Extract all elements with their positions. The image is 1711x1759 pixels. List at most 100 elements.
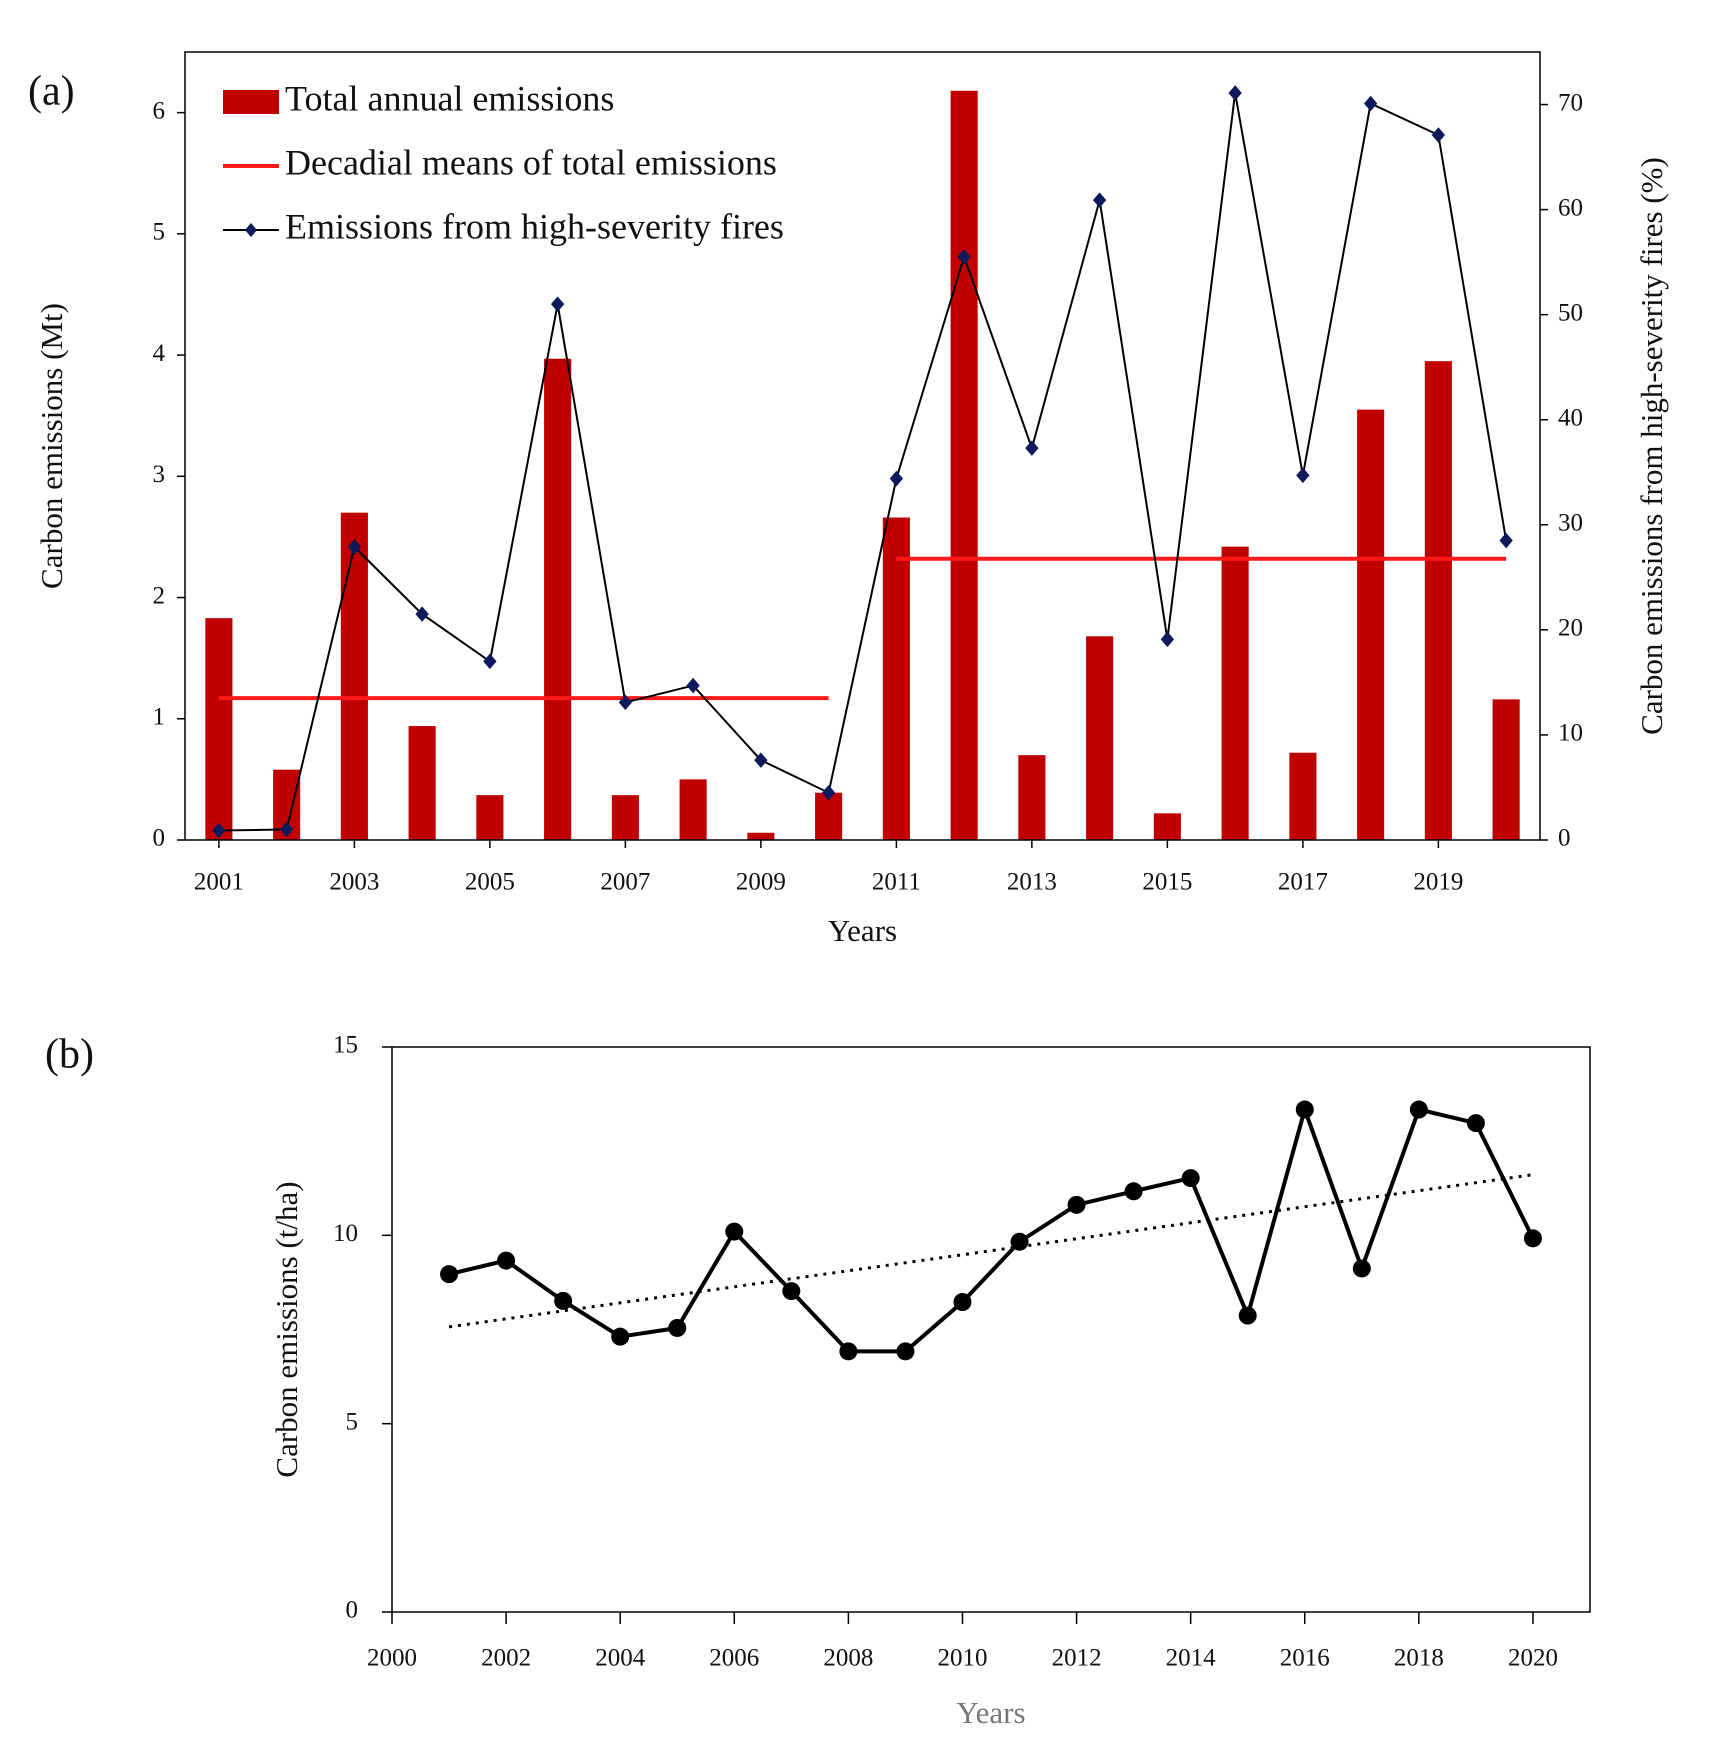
y-tick-label: 15 <box>333 1032 358 1059</box>
plot-frame <box>184 51 1541 841</box>
legend-label: Total annual emissions <box>285 78 614 118</box>
marker <box>347 539 362 555</box>
bar <box>1424 361 1452 840</box>
point <box>782 1282 801 1301</box>
y2-tick-label: 20 <box>1558 615 1583 642</box>
bar <box>205 618 233 840</box>
point <box>497 1251 516 1270</box>
severity-line <box>218 92 1508 832</box>
bar <box>1018 755 1046 840</box>
marker <box>550 296 565 312</box>
y-tick-label: 0 <box>346 1597 359 1624</box>
marker <box>279 821 294 838</box>
x-tick-label: 2006 <box>709 1645 759 1672</box>
y2-axis-label: Carbon emissions from high-severity fire… <box>1634 157 1669 735</box>
point <box>440 1265 459 1284</box>
point <box>1181 1169 1200 1188</box>
point <box>554 1291 573 1310</box>
bar <box>1153 813 1181 840</box>
x-tick-label: 2014 <box>1166 1645 1217 1672</box>
y-tick-label: 5 <box>346 1408 359 1435</box>
point <box>1523 1229 1542 1248</box>
x-tick-label: 2013 <box>1007 869 1057 896</box>
marker <box>415 606 429 622</box>
bar <box>679 779 707 840</box>
y-tick-label: 4 <box>153 340 166 367</box>
y2-tick-label: 30 <box>1558 510 1583 537</box>
y-tick-label: 1 <box>153 704 166 731</box>
x-tick-label: 2012 <box>1052 1645 1102 1672</box>
x-tick-label: 2016 <box>1280 1645 1330 1672</box>
bar <box>611 795 639 840</box>
legend-label: Decadial means of total emissions <box>285 142 777 182</box>
bar <box>1221 546 1249 840</box>
point <box>1238 1306 1257 1325</box>
bar <box>1492 699 1520 840</box>
marker <box>483 653 497 670</box>
trend-line <box>448 1173 1534 1329</box>
x-tick-label: 2003 <box>329 869 379 896</box>
marker <box>686 677 700 694</box>
y2-tick-label: 10 <box>1558 720 1583 747</box>
bar <box>408 726 436 840</box>
x-tick-label: 2018 <box>1394 1645 1444 1672</box>
x-tick-label: 2002 <box>481 1645 531 1672</box>
y-axis-label: Carbon emissions (Mt) <box>34 303 69 589</box>
marker <box>889 470 904 487</box>
point <box>668 1318 687 1337</box>
x-tick-label: 2017 <box>1278 869 1328 896</box>
marker <box>1431 127 1446 143</box>
y-tick-label: 0 <box>153 825 166 852</box>
bar <box>747 832 775 840</box>
y-tick-label: 6 <box>153 97 166 124</box>
panel-label: (b) <box>45 1032 94 1078</box>
x-tick-label: 2020 <box>1508 1645 1558 1672</box>
legend-label: Emissions from high-severity fires <box>285 206 784 246</box>
marker <box>754 752 768 768</box>
marker <box>1160 631 1175 648</box>
plot-frame <box>391 1046 1591 1613</box>
x-tick-label: 2000 <box>367 1645 417 1672</box>
marker <box>1296 467 1310 484</box>
x-tick-label: 2004 <box>595 1645 646 1672</box>
point <box>1010 1232 1029 1251</box>
point <box>953 1293 972 1312</box>
bar <box>544 358 572 840</box>
point <box>1352 1259 1371 1278</box>
point <box>1466 1114 1485 1133</box>
bar <box>950 90 978 841</box>
marker <box>618 694 633 711</box>
bar <box>476 795 504 840</box>
y-tick-label: 5 <box>153 219 166 246</box>
x-tick-label: 2008 <box>823 1645 873 1672</box>
x-tick-label: 2007 <box>600 869 650 896</box>
bar <box>882 517 910 840</box>
y2-tick-label: 60 <box>1558 194 1583 221</box>
emission-line <box>448 1102 1535 1354</box>
marker <box>1363 95 1378 112</box>
y2-tick-label: 70 <box>1558 89 1583 116</box>
bar <box>815 792 843 840</box>
point <box>725 1222 744 1241</box>
y-tick-label: 3 <box>153 461 166 488</box>
y-tick-label: 2 <box>153 582 166 609</box>
bar <box>1357 409 1385 840</box>
x-tick-label: 2005 <box>465 869 515 896</box>
y2-tick-label: 50 <box>1558 299 1583 326</box>
x-tick-label: 2009 <box>736 869 786 896</box>
point <box>1124 1182 1143 1201</box>
y-tick-label: 10 <box>333 1220 358 1247</box>
x-axis-label: Years <box>956 1695 1025 1730</box>
point <box>896 1342 915 1361</box>
y2-tick-label: 40 <box>1558 404 1583 431</box>
point <box>1067 1195 1086 1214</box>
bar <box>340 512 368 840</box>
marker <box>1499 532 1513 549</box>
point <box>1295 1100 1314 1119</box>
x-tick-label: 2001 <box>194 869 244 896</box>
marker <box>212 822 226 839</box>
marker <box>1228 85 1242 101</box>
legend-swatch <box>223 90 279 114</box>
y-axis-label: Carbon emissions (t/ha) <box>269 1181 304 1477</box>
